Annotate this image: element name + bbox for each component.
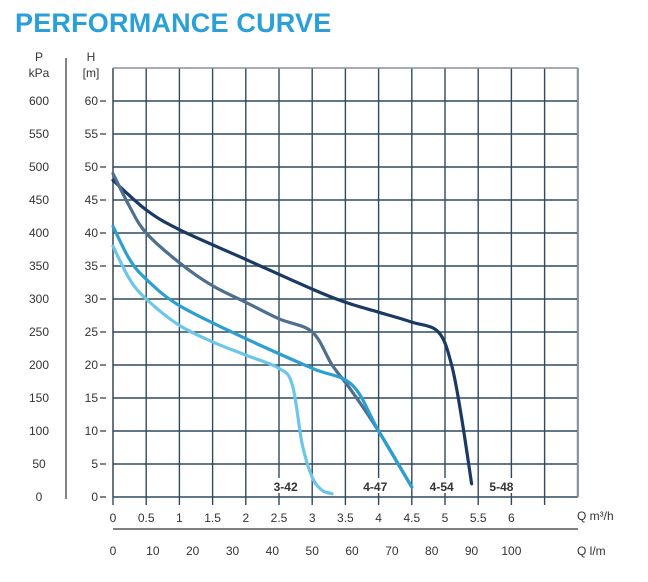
h-tick-label: 45: [85, 193, 99, 207]
q-lm-tick-label: 90: [465, 544, 479, 558]
p-tick-label: 500: [29, 160, 49, 174]
q-lm-tick-label: 40: [266, 544, 280, 558]
q-lm-tick-label: 70: [385, 544, 399, 558]
q-m3h-tick-label: 3: [309, 511, 316, 525]
q-lm-tick-label: 20: [186, 544, 200, 558]
p-tick-label: 400: [29, 226, 49, 240]
h-tick-label: 50: [85, 160, 99, 174]
q-m3h-tick-label: 5: [442, 511, 449, 525]
q-lm-tick-label: 80: [425, 544, 439, 558]
p-axis-unit: kPa: [29, 66, 50, 80]
curve-label-bg: [481, 478, 522, 493]
curve-label-bg: [265, 478, 306, 493]
q-m3h-tick-label: 0.5: [138, 511, 155, 525]
p-tick-label: 50: [32, 457, 46, 471]
q-lm-tick-label: 50: [306, 544, 320, 558]
p-tick-label: 300: [29, 292, 49, 306]
h-tick-label: 10: [85, 424, 99, 438]
h-tick-label: 30: [85, 292, 99, 306]
chart-title: PERFORMANCE CURVE: [15, 8, 332, 38]
curve-4-47: [111, 224, 414, 489]
q-lm-tick-label: 60: [345, 544, 359, 558]
q-m3h-tick-label: 0: [110, 511, 117, 525]
q-lm-tick-label: 0: [110, 544, 117, 558]
h-tick-label: 35: [85, 259, 99, 273]
p-tick-label: 350: [29, 259, 49, 273]
q-m3h-tick-label: 5.5: [470, 511, 487, 525]
curve-label-5-48: 5-48: [489, 480, 513, 494]
h-tick-label: 60: [85, 94, 99, 108]
p-tick-label: 0: [36, 490, 43, 504]
p-tick-label: 600: [29, 94, 49, 108]
h-axis-unit: [m]: [83, 66, 100, 80]
p-tick-label: 200: [29, 358, 49, 372]
curve-label-3-42: 3-42: [274, 480, 298, 494]
curve-label-bg: [355, 478, 396, 493]
q-m3h-tick-label: 4.5: [403, 511, 420, 525]
p-axis-label: P: [35, 50, 43, 64]
h-tick-label: 20: [85, 358, 99, 372]
q-lm-tick-label: 30: [226, 544, 240, 558]
q-m3h-tick-label: 2.5: [271, 511, 288, 525]
p-tick-label: 250: [29, 325, 49, 339]
h-tick-label: 0: [91, 490, 98, 504]
q-lm-tick-label: 100: [501, 544, 521, 558]
h-tick-label: 15: [85, 391, 99, 405]
x-axis-label-m3h: Q m³/h: [577, 509, 614, 523]
q-m3h-tick-label: 6: [508, 511, 515, 525]
curve-label-bg: [421, 478, 462, 493]
q-m3h-tick-label: 1: [176, 511, 183, 525]
curve-label-4-54: 4-54: [430, 480, 454, 494]
q-m3h-tick-label: 1.5: [204, 511, 221, 525]
h-tick-label: 40: [85, 226, 99, 240]
grid: [65, 58, 579, 530]
q-m3h-tick-label: 2: [242, 511, 249, 525]
curve-4-54: [111, 172, 414, 489]
q-lm-tick-label: 10: [146, 544, 160, 558]
h-tick-label: 5: [91, 457, 98, 471]
curve-5-48: [111, 178, 474, 486]
curve-label-4-47: 4-47: [363, 480, 387, 494]
p-tick-label: 450: [29, 193, 49, 207]
curve-3-42: [111, 244, 334, 496]
curves: [111, 172, 474, 496]
axis-labels: P kPa H [m] Q m³/h Q l/m 605550454035302…: [29, 50, 614, 558]
p-tick-label: 150: [29, 391, 49, 405]
h-axis-label: H: [87, 50, 96, 64]
q-m3h-tick-label: 3.5: [337, 511, 354, 525]
h-tick-label: 55: [85, 127, 99, 141]
x-axis-label-lm: Q l/m: [577, 544, 606, 558]
p-tick-label: 550: [29, 127, 49, 141]
h-tick-label: 25: [85, 325, 99, 339]
q-m3h-tick-label: 4: [375, 511, 382, 525]
p-tick-label: 100: [29, 424, 49, 438]
